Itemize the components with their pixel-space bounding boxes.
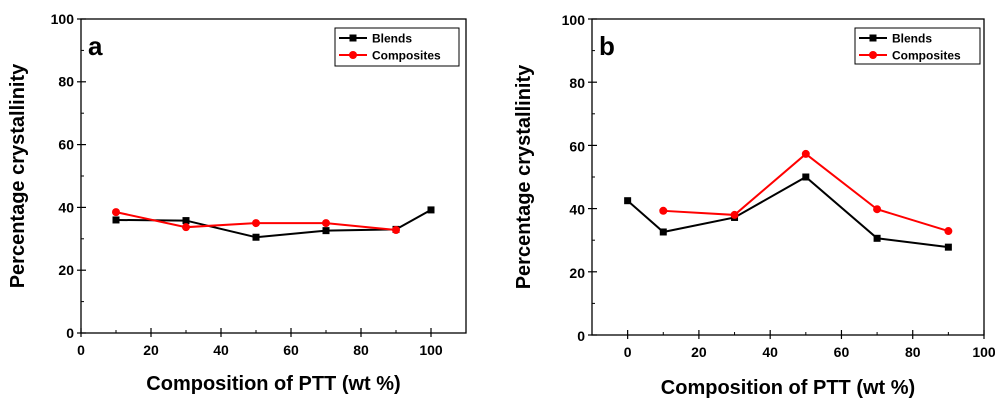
legend-marker <box>349 34 357 42</box>
legend-marker <box>869 34 877 42</box>
data-point <box>252 219 260 228</box>
x-tick-label: 0 <box>77 342 85 358</box>
y-axis-title: Percentage crystallinity <box>513 64 535 289</box>
panel-label: b <box>599 31 615 61</box>
data-point <box>252 233 260 241</box>
data-point <box>659 206 668 215</box>
data-point <box>427 206 435 214</box>
data-point <box>624 197 632 205</box>
data-point <box>182 217 190 225</box>
x-tick-label: 100 <box>419 342 443 358</box>
data-point <box>802 173 810 181</box>
series-composites <box>112 208 400 235</box>
legend-marker <box>869 51 877 59</box>
y-tick-label: 40 <box>58 199 74 215</box>
data-point <box>659 228 667 236</box>
x-tick-label: 40 <box>762 344 778 360</box>
x-tick-label: 40 <box>213 342 229 358</box>
y-tick-label: 0 <box>577 328 585 344</box>
data-point <box>392 226 400 235</box>
legend-marker <box>349 51 357 59</box>
data-point <box>944 227 953 236</box>
y-tick-label: 0 <box>66 325 74 341</box>
x-tick-label: 100 <box>972 344 995 360</box>
data-point <box>322 219 330 228</box>
legend-label-blends: Blends <box>892 32 932 46</box>
x-tick-label: 20 <box>143 342 159 358</box>
x-tick-label: 80 <box>905 344 921 360</box>
data-point <box>182 223 190 232</box>
y-tick-label: 60 <box>58 137 74 153</box>
legend-label-composites: Composites <box>372 49 441 63</box>
series-line-blends <box>115 209 432 239</box>
panel-label: a <box>88 31 103 61</box>
data-point <box>873 205 882 214</box>
y-tick-label: 80 <box>569 75 585 91</box>
y-axis-title: Percentage crystallinity <box>7 63 29 288</box>
x-axis-title: Composition of PTT (wt %) <box>661 377 915 398</box>
chart-panel-b: 0 20 40 60 80 100 0 20 40 60 80 100 Composition of P… <box>513 12 995 398</box>
legend-box <box>334 27 460 67</box>
data-point <box>112 208 120 217</box>
legend-label-composites: Composites <box>892 49 961 63</box>
x-tick-label: 60 <box>283 342 299 358</box>
y-tick-label: 100 <box>562 12 586 28</box>
x-tick-label: 0 <box>624 344 632 360</box>
y-tick-label: 60 <box>569 138 585 154</box>
y-tick-label: 40 <box>569 202 585 218</box>
series-line-composites <box>663 152 949 232</box>
series-line-blends <box>626 175 949 249</box>
x-tick-label: 20 <box>691 344 707 360</box>
data-point <box>944 243 952 251</box>
y-tick-label: 80 <box>58 74 74 90</box>
data-point <box>873 234 881 242</box>
legend-label-blends: Blends <box>372 32 412 46</box>
y-tick-label: 100 <box>51 11 75 27</box>
x-tick-label: 60 <box>834 344 850 360</box>
x-axis-title: Composition of PTT (wt %) <box>146 373 400 395</box>
y-tick-label: 20 <box>569 265 585 281</box>
series-composites <box>659 149 953 236</box>
data-point <box>112 216 120 224</box>
chart-panel-a: 0 20 40 60 80 100 0 20 40 60 80 100 Composition of P… <box>7 11 467 395</box>
legend-box <box>854 27 981 65</box>
data-point <box>322 227 330 235</box>
x-tick-label: 80 <box>353 342 369 358</box>
y-tick-label: 20 <box>58 262 74 278</box>
legend: Blends Composites <box>854 27 981 65</box>
legend: Blends Composites <box>334 27 460 67</box>
data-point <box>801 149 810 158</box>
data-point <box>730 210 739 219</box>
plot-frame <box>591 18 985 336</box>
